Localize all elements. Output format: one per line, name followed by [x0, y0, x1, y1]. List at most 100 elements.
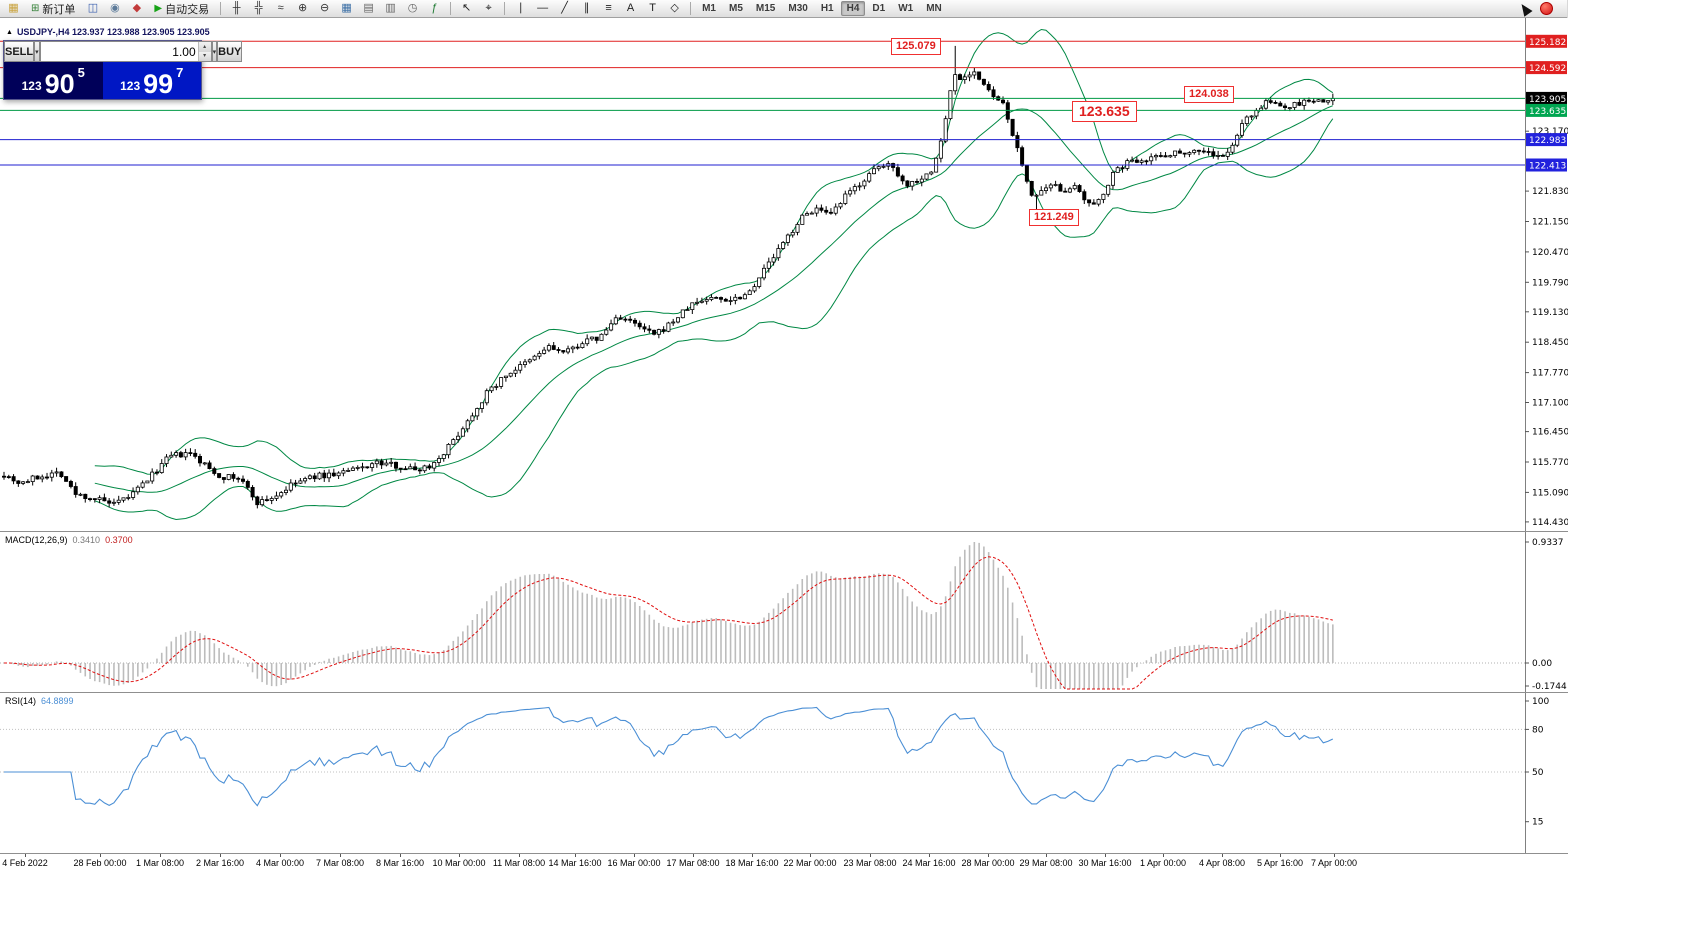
macd-name: MACD(12,26,9) — [5, 535, 68, 545]
horizontal-line-icon[interactable]: ― — [532, 1, 553, 17]
svg-text:124.592: 124.592 — [1529, 64, 1566, 74]
time-axis-tick — [1163, 854, 1164, 857]
time-axis-label: 11 Mar 08:00 — [492, 858, 546, 868]
profiles-icon[interactable]: ▥ — [380, 1, 401, 17]
price-axis-tick: 117.770 — [1532, 369, 1568, 379]
line-chart-icon[interactable]: ≈ — [270, 1, 291, 17]
buy-button[interactable]: BUY — [217, 41, 243, 62]
time-axis-label: 8 Mar 16:00 — [375, 858, 425, 868]
period-icon[interactable]: ◷ — [402, 1, 423, 17]
price-tag-122.983 — [1526, 133, 1567, 147]
time-axis-label: 29 Mar 08:00 — [1019, 858, 1073, 868]
timeframe-d1-button[interactable]: D1 — [866, 1, 891, 16]
toolbar-separator — [690, 2, 692, 15]
bid-prefix: 123 — [21, 79, 42, 93]
indicators-icon[interactable]: ƒ — [424, 1, 445, 17]
time-axis-tick — [1334, 854, 1335, 857]
price-axis-tick: 114.430 — [1532, 518, 1568, 528]
price-annotation[interactable]: 121.249 — [1029, 209, 1079, 226]
time-axis-tick — [929, 854, 930, 857]
fibonacci-icon[interactable]: ≡ — [598, 1, 619, 17]
macd-chart-svg: 0.9337 0.00 -0.1744 — [0, 532, 1567, 692]
alert-badge-icon[interactable] — [1540, 2, 1553, 15]
vertical-line-icon[interactable]: ∣ — [510, 1, 531, 17]
label-tool-icon[interactable]: T — [642, 1, 663, 17]
time-axis-label: 14 Mar 16:00 — [548, 858, 602, 868]
templates-icon[interactable]: ▤ — [358, 1, 379, 17]
sell-options-dropdown[interactable]: ▾ — [34, 41, 40, 62]
volume-input[interactable] — [40, 42, 198, 61]
candlestick-chart-svg[interactable]: 123.170 121.830 121.150 120.470 119.790 119.1… — [0, 18, 1568, 531]
timeframe-m30-button[interactable]: M30 — [782, 1, 813, 16]
toolbar-right — [1517, 0, 1553, 17]
time-axis-label: 28 Mar 00:00 — [961, 858, 1015, 868]
toolbar-separator — [450, 2, 452, 15]
symbol-info: ▲ USDJPY-,H4 123.937 123.988 123.905 123… — [6, 27, 210, 37]
rsi-axis-tick: 15 — [1532, 818, 1543, 828]
chart-window-icon[interactable]: ▦ — [3, 1, 24, 17]
price-annotation[interactable]: 123.635 — [1072, 101, 1137, 122]
time-axis-tick — [160, 854, 161, 857]
time-axis-tick — [400, 854, 401, 857]
buy-options-dropdown[interactable]: ▾ — [211, 41, 218, 62]
mouse-cursor-icon — [1517, 0, 1533, 17]
ask-price-button[interactable]: 123 99 7 — [102, 62, 201, 99]
zoom-in-icon[interactable]: ⊕ — [292, 1, 313, 17]
collapse-icon[interactable]: ▲ — [6, 28, 13, 36]
text-tool-icon[interactable]: A — [620, 1, 641, 17]
time-axis-label: 10 Mar 00:00 — [432, 858, 486, 868]
rsi-panel[interactable]: 100 80 50 15 RSI(14) 64.8899 — [0, 692, 1568, 853]
new-order-button[interactable]: ⊞ 新订单 — [25, 1, 81, 17]
news-icon[interactable]: ◆ — [126, 1, 147, 17]
terminal-icon[interactable]: ◫ — [82, 1, 103, 17]
main-chart[interactable]: 123.170 121.830 121.150 120.470 119.790 119.1… — [0, 18, 1568, 531]
bid-pipette: 5 — [77, 65, 85, 80]
symbol-ohlc-text: USDJPY-,H4 123.937 123.988 123.905 123.9… — [16, 27, 210, 37]
bid-price-button[interactable]: 123 90 5 — [4, 62, 103, 99]
timeframe-mn-button[interactable]: MN — [920, 1, 948, 16]
time-axis-tick — [752, 854, 753, 857]
macd-histogram — [12, 542, 1334, 689]
sell-button[interactable]: SELL — [4, 41, 35, 62]
svg-text:123.635: 123.635 — [1529, 107, 1566, 117]
trade-panel-controls: SELL ▾ ▴ ▾ ▾ BUY — [4, 41, 243, 62]
time-axis-tick — [25, 854, 26, 857]
time-axis[interactable]: 4 Feb 2022 28 Feb 00:00 1 Mar 08:00 2 Mar 1… — [0, 853, 1568, 871]
time-axis-label: 30 Mar 16:00 — [1078, 858, 1132, 868]
zoom-out-icon[interactable]: ⊖ — [314, 1, 335, 17]
svg-text:122.413: 122.413 — [1529, 162, 1566, 172]
time-axis-tick — [634, 854, 635, 857]
timeframe-h4-button[interactable]: H4 — [840, 1, 866, 16]
time-axis-tick — [280, 854, 281, 857]
crosshair-icon[interactable]: ⌖ — [478, 1, 499, 17]
price-annotation[interactable]: 124.038 — [1184, 86, 1234, 103]
tile-windows-icon[interactable]: ▦ — [336, 1, 357, 17]
price-lines[interactable] — [0, 40, 1525, 166]
macd-panel[interactable]: 0.9337 0.00 -0.1744 MACD(12,26,9) 0.3410 0… — [0, 531, 1568, 692]
timeframe-m5-button[interactable]: M5 — [723, 1, 749, 16]
shapes-icon[interactable]: ◇ — [664, 1, 685, 17]
spin-down-icon[interactable]: ▾ — [198, 51, 211, 61]
price-tag-123.635 — [1526, 103, 1567, 117]
channel-icon[interactable]: ∥ — [576, 1, 597, 17]
autotrading-button[interactable]: ▶ 自动交易 — [148, 1, 215, 17]
macd-axis-tick: 0.00 — [1532, 659, 1552, 669]
timeframe-m15-button[interactable]: M15 — [750, 1, 781, 16]
trendline-icon[interactable]: ╱ — [554, 1, 575, 17]
spin-up-icon[interactable]: ▴ — [198, 42, 211, 52]
macd-label: MACD(12,26,9) 0.3410 0.3700 — [5, 535, 133, 545]
timeframe-w1-button[interactable]: W1 — [892, 1, 919, 16]
candlestick-chart-icon[interactable]: ╬ — [248, 1, 269, 17]
rsi-name: RSI(14) — [5, 696, 37, 706]
volume-spinner[interactable]: ▴ ▾ — [197, 42, 211, 61]
cursor-icon[interactable]: ↖ — [456, 1, 477, 17]
bar-chart-icon[interactable]: ╫ — [226, 1, 247, 17]
one-click-trading-panel: SELL ▾ ▴ ▾ ▾ BUY 123 90 5 — [3, 40, 243, 100]
price-annotation[interactable]: 125.079 — [891, 38, 941, 55]
time-axis-label: 18 Mar 16:00 — [725, 858, 779, 868]
strategy-tester-icon[interactable]: ◉ — [104, 1, 125, 17]
timeframe-m1-button[interactable]: M1 — [696, 1, 722, 16]
time-axis-label: 2 Mar 16:00 — [195, 858, 245, 868]
time-axis-label: 17 Mar 08:00 — [666, 858, 720, 868]
timeframe-h1-button[interactable]: H1 — [815, 1, 840, 16]
